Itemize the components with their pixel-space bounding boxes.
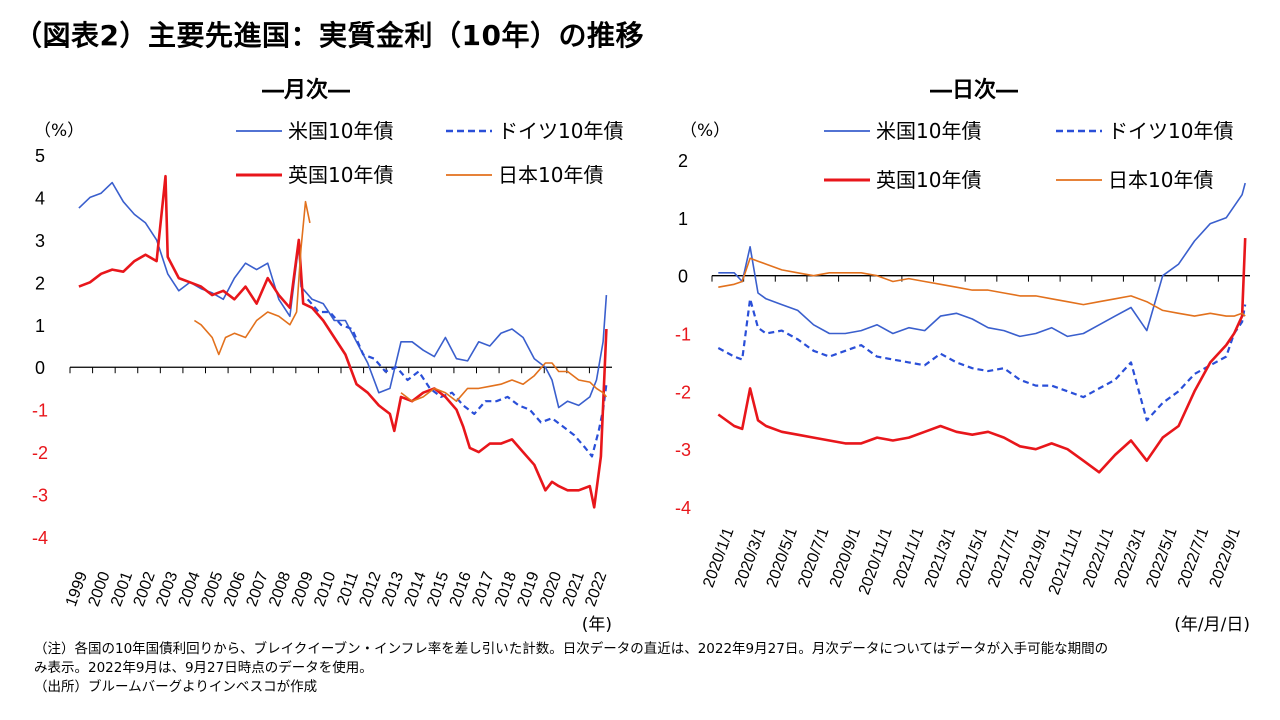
y-unit-label: （%） — [34, 121, 84, 141]
legend-label-de: ドイツ10年債 — [1108, 119, 1233, 143]
x-tick-label: 2021/7/1 — [985, 525, 1022, 589]
series-line-uk — [78, 174, 608, 509]
y-tick-label: 4 — [35, 188, 45, 208]
series-line-de — [717, 297, 1247, 422]
series-line-jp — [193, 200, 311, 356]
y-tick-label: -1 — [32, 401, 48, 421]
x-tick-label: 2020/5/1 — [764, 525, 801, 589]
legend-label-uk: 英国10年債 — [288, 163, 393, 187]
y-tick-label: 2 — [35, 273, 45, 293]
legend-label-jp: 日本10年債 — [498, 163, 603, 187]
legend-label-us: 米国10年債 — [288, 119, 393, 143]
page-title: （図表2）主要先進国：実質金利（10年）の推移 — [14, 19, 644, 52]
x-tick-label: 2021/5/1 — [953, 525, 990, 589]
x-tick-label: 2020/7/1 — [795, 525, 832, 589]
x-tick-label: 2020/1/1 — [700, 525, 737, 589]
daily-subtitle: ―日次― — [930, 78, 1019, 103]
y-tick-label: -3 — [675, 440, 691, 460]
y-tick-label: 0 — [35, 358, 45, 378]
daily-chart: （%）210-1-2-3-42020/1/12020/3/12020/5/120… — [675, 119, 1250, 635]
y-tick-label: -2 — [32, 443, 48, 463]
legend-label-us: 米国10年債 — [876, 119, 981, 143]
y-tick-label: 1 — [35, 316, 45, 336]
y-tick-label: 2 — [678, 151, 688, 171]
monthly-chart: （%）543210-1-2-3-419992000200120022003200… — [32, 119, 623, 635]
series-line-us — [718, 182, 1246, 338]
x-tick-label: 2022/1/1 — [1080, 525, 1117, 589]
y-tick-label: -3 — [32, 486, 48, 506]
x-tick-label: 2021/3/1 — [922, 525, 959, 589]
y-tick-label: 5 — [35, 146, 45, 166]
x-tick-label: 2021/1/1 — [890, 525, 927, 589]
x-tick-label: 2020/3/1 — [732, 525, 769, 589]
series-line-uk — [717, 238, 1247, 474]
x-unit-label: (年) — [582, 615, 612, 635]
note-line-1: （注）各国の10年国債利回りから、ブレイクイーブン・インフレ率を差し引いた計数。… — [34, 641, 1109, 657]
series-line-jp — [400, 362, 608, 403]
note-line-2: み表示。2022年9月は、9月27日時点のデータを使用。 — [34, 660, 373, 676]
series-line-jp — [718, 257, 1246, 317]
y-tick-label: 3 — [35, 231, 45, 251]
y-tick-label: -1 — [675, 325, 691, 345]
x-tick-label: 2022/5/1 — [1143, 525, 1180, 589]
y-tick-label: -2 — [675, 382, 691, 402]
x-tick-label: 2020/9/1 — [827, 525, 864, 589]
monthly-subtitle: ―月次― — [262, 78, 351, 103]
note-line-3: （出所）ブルームバーグよりインベスコが作成 — [34, 679, 318, 695]
x-tick-label: 2022/9/1 — [1207, 525, 1244, 589]
y-tick-label: -4 — [675, 498, 691, 518]
series-line-us — [78, 181, 608, 409]
x-tick-label: 2022/3/1 — [1112, 525, 1149, 589]
y-unit-label: （%） — [680, 121, 730, 141]
legend-label-de: ドイツ10年債 — [498, 119, 623, 143]
y-tick-label: 1 — [678, 209, 688, 229]
footnotes: （注）各国の10年国債利回りから、ブレイクイーブン・インフレ率を差し引いた計数。… — [34, 640, 1264, 697]
legend-label-jp: 日本10年債 — [1108, 168, 1213, 192]
legend-label-uk: 英国10年債 — [876, 168, 981, 192]
y-tick-label: 0 — [678, 267, 688, 287]
x-tick-label: 2021/9/1 — [1017, 525, 1054, 589]
x-unit-label: (年/月/日) — [1174, 615, 1250, 635]
y-tick-label: -4 — [32, 528, 48, 548]
x-tick-label: 2022/7/1 — [1175, 525, 1212, 589]
